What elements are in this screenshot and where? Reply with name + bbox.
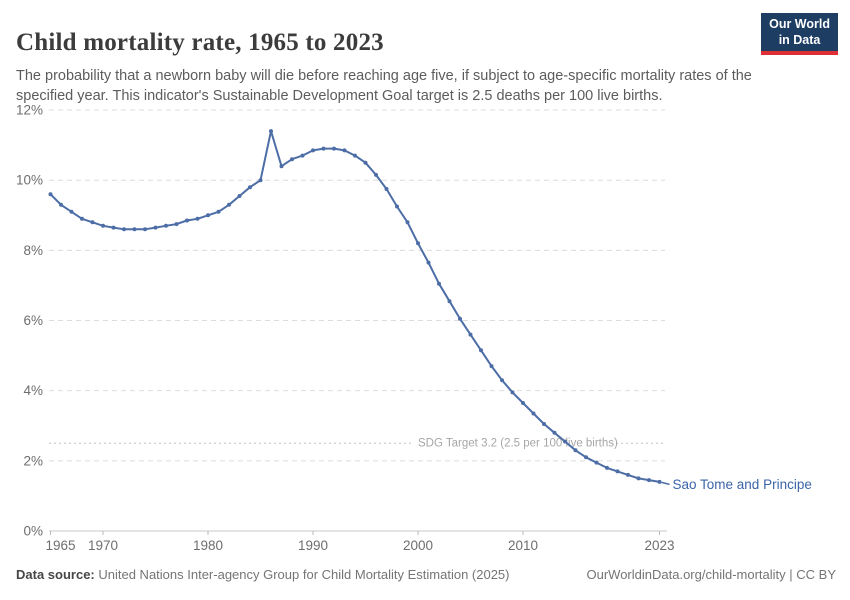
data-point[interactable] <box>143 227 147 232</box>
data-point[interactable] <box>206 213 210 218</box>
data-point[interactable] <box>500 378 504 383</box>
owid-link[interactable]: OurWorldinData.org/child-mortality | CC … <box>586 567 837 582</box>
data-point[interactable] <box>437 281 441 286</box>
data-point[interactable] <box>605 465 609 470</box>
y-tick-label: 4% <box>23 383 43 398</box>
data-point[interactable] <box>59 202 63 207</box>
data-point[interactable] <box>80 216 84 221</box>
data-point[interactable] <box>426 260 431 265</box>
data-point[interactable] <box>269 129 273 134</box>
chart-subtitle: The probability that a newborn baby will… <box>16 67 752 105</box>
series-line[interactable] <box>49 130 661 483</box>
y-tick-label: 8% <box>23 243 43 258</box>
data-point[interactable] <box>542 422 546 426</box>
data-point[interactable] <box>489 364 494 369</box>
data-point[interactable] <box>185 218 189 223</box>
data-point[interactable] <box>101 223 105 228</box>
data-point[interactable] <box>195 216 200 221</box>
data-point[interactable] <box>311 148 315 153</box>
x-tick-label: 1970 <box>88 538 118 553</box>
data-point[interactable] <box>626 472 630 477</box>
data-point[interactable] <box>248 185 252 190</box>
data-point[interactable] <box>384 187 389 191</box>
data-point[interactable] <box>216 209 221 214</box>
data-point[interactable] <box>405 220 410 225</box>
chart-footer: Data source: United Nations Inter-agency… <box>16 567 836 582</box>
data-point[interactable] <box>279 164 284 169</box>
data-point[interactable] <box>122 227 126 232</box>
data-point[interactable] <box>531 411 536 416</box>
data-point[interactable] <box>332 146 336 151</box>
data-source-label: Data source: <box>16 567 95 582</box>
data-point[interactable] <box>552 430 557 435</box>
data-point[interactable] <box>321 146 326 151</box>
data-point[interactable] <box>353 153 357 158</box>
series-label-connector <box>661 481 670 486</box>
data-point[interactable] <box>636 476 641 481</box>
data-point[interactable] <box>584 455 588 460</box>
x-tick-label: 2023 <box>644 538 674 553</box>
data-point[interactable] <box>510 390 515 395</box>
x-tick-label: 1990 <box>298 538 328 553</box>
data-point[interactable] <box>479 348 483 353</box>
data-point[interactable] <box>615 469 620 474</box>
data-point[interactable] <box>563 439 567 444</box>
sdg-target-label: SDG Target 3.2 (2.5 per 100 live births) <box>418 437 618 449</box>
data-point[interactable] <box>300 153 305 158</box>
data-source-text: Data source: United Nations Inter-agency… <box>16 567 510 582</box>
data-point[interactable] <box>111 225 116 230</box>
data-point[interactable] <box>657 479 662 484</box>
data-point[interactable] <box>647 478 651 483</box>
data-point[interactable] <box>594 460 599 465</box>
data-point[interactable] <box>458 316 462 321</box>
data-point[interactable] <box>132 227 137 232</box>
data-point[interactable] <box>164 223 168 228</box>
data-point[interactable] <box>468 332 473 337</box>
y-tick-label: 12% <box>16 103 43 118</box>
owid-logo-line2: in Data <box>778 32 821 47</box>
data-point[interactable] <box>48 192 53 197</box>
x-tick-label: 1980 <box>193 538 223 553</box>
data-point[interactable] <box>447 299 452 304</box>
data-point[interactable] <box>374 172 378 177</box>
data-point[interactable] <box>90 220 95 225</box>
data-point[interactable] <box>237 194 242 198</box>
data-point[interactable] <box>416 241 420 246</box>
owid-logo[interactable]: Our World in Data <box>761 13 838 56</box>
data-point[interactable] <box>258 178 263 183</box>
x-tick-label: 2010 <box>508 538 538 553</box>
data-point[interactable] <box>290 157 294 162</box>
data-point[interactable] <box>342 148 347 153</box>
y-tick-label: 6% <box>23 313 43 328</box>
data-point[interactable] <box>153 225 158 230</box>
data-point[interactable] <box>227 202 231 207</box>
y-tick-label: 10% <box>16 173 43 188</box>
page-title: Child mortality rate, 1965 to 2023 <box>16 28 384 56</box>
y-tick-label: 2% <box>23 453 43 468</box>
data-point[interactable] <box>573 448 578 453</box>
data-point[interactable] <box>69 209 74 214</box>
data-point[interactable] <box>363 160 368 165</box>
data-point[interactable] <box>395 204 399 209</box>
y-tick-label: 0% <box>23 524 43 539</box>
data-point[interactable] <box>174 222 179 227</box>
owid-logo-line1: Our World <box>769 17 830 31</box>
x-tick-label: 2000 <box>403 538 433 553</box>
series-label[interactable]: Sao Tome and Principe <box>673 477 812 492</box>
x-tick-label: 1965 <box>45 538 75 553</box>
data-point[interactable] <box>521 401 525 405</box>
data-source-value: United Nations Inter-agency Group for Ch… <box>94 567 510 582</box>
